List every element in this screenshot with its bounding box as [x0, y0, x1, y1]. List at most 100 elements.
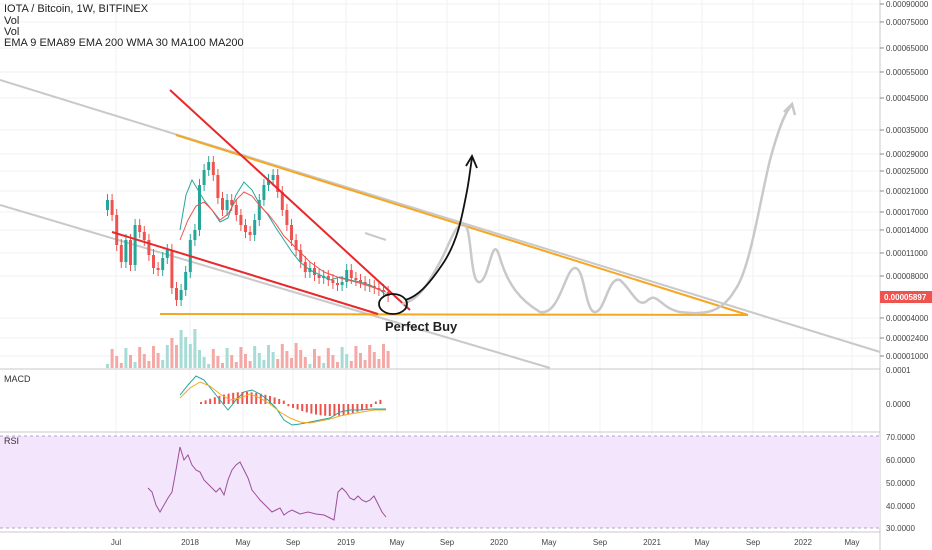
macd-axis: 0.0001 0.0000 — [886, 366, 911, 409]
candle-body — [147, 240, 151, 255]
macd-hist-bar — [310, 404, 313, 414]
volume-bar — [198, 350, 201, 368]
price-axis-label: 0.00035000 — [886, 126, 929, 135]
volume-bar — [142, 354, 146, 368]
volume-bar — [386, 351, 390, 368]
candle-body — [198, 185, 201, 230]
candle-body — [336, 283, 339, 285]
macd-hist-bar — [264, 394, 267, 404]
volume-bar — [152, 346, 155, 368]
volume-bar — [119, 363, 123, 368]
candle-body — [124, 240, 128, 262]
price-axis-label: 0.00055000 — [886, 68, 929, 77]
time-axis[interactable]: Jul 2018 May Sep 2019 May Sep 2020 May Sep 2021 May… — [111, 538, 860, 547]
candle-body — [276, 175, 280, 192]
volume-bar — [133, 362, 137, 368]
volume-bar — [267, 345, 270, 368]
rsi-line — [147, 446, 387, 521]
volume-bar — [276, 359, 280, 368]
buy-zone-circle[interactable] — [378, 293, 408, 315]
ema-fast-line — [179, 178, 387, 296]
volume-bar — [184, 337, 188, 368]
macd-hist-bar — [246, 392, 248, 404]
macd-hist-bar — [338, 404, 340, 416]
price-axis-label: 0.00029000 — [886, 150, 929, 159]
orange-support-line[interactable] — [159, 313, 749, 316]
candle-body — [221, 198, 224, 210]
macd-hist-bar — [379, 399, 382, 404]
volume-bar — [317, 356, 321, 368]
candle-body — [331, 280, 335, 283]
symbol-title[interactable]: IOTA / Bitcoin, 1W, BITFINEX — [4, 3, 149, 15]
gray-trendline-upper[interactable] — [0, 79, 881, 353]
macd-hist-bar — [204, 400, 207, 404]
price-candles — [106, 156, 390, 306]
time-axis-label: Sep — [286, 538, 301, 547]
volume-bar — [253, 346, 257, 368]
volume-bar — [313, 349, 316, 368]
candle-body — [294, 240, 298, 250]
macd-hist-bar — [200, 402, 202, 404]
red-wedge-upper[interactable] — [169, 89, 411, 311]
vol-legend-2: Vol — [4, 26, 19, 38]
volume-bar — [161, 360, 165, 368]
volume-bar — [299, 350, 303, 368]
rsi-axis-label: 30.0000 — [886, 524, 915, 533]
macd-hist-bar — [278, 398, 281, 404]
candle-body — [156, 268, 160, 270]
volume-bar — [216, 356, 220, 368]
rsi-axis-label: 40.0000 — [886, 502, 915, 511]
time-axis-label: 2021 — [643, 538, 661, 547]
candle-body — [248, 232, 252, 235]
macd-hist-bar — [273, 397, 276, 404]
time-axis-label: 2018 — [181, 538, 199, 547]
volume-bar — [239, 347, 243, 368]
macd-signal-line — [179, 381, 386, 424]
time-axis-label: Sep — [593, 538, 608, 547]
macd-title: MACD — [4, 374, 31, 384]
volume-bar — [175, 345, 178, 368]
macd-hist-bar — [223, 394, 225, 404]
vol-legend-1: Vol — [4, 15, 19, 27]
macd-hist-bar — [287, 404, 290, 407]
candle-body — [207, 162, 211, 170]
macd-hist-bar — [374, 401, 377, 404]
macd-hist-bar — [347, 404, 350, 415]
candle-body — [211, 162, 215, 175]
volume-bar — [165, 345, 169, 368]
candle-body — [280, 192, 284, 210]
candle-body — [115, 215, 119, 245]
macd-hist-bar — [342, 404, 345, 415]
candle-body — [313, 268, 316, 275]
volume-bar — [340, 347, 344, 368]
price-axis-label: 0.00014000 — [886, 226, 929, 235]
price-axis[interactable]: 0.00090000 0.00075000 0.00065000 0.00055000… — [880, 0, 929, 361]
price-axis-label: 0.00004000 — [886, 314, 929, 323]
red-wedge-lower[interactable] — [111, 231, 379, 315]
volume-bar — [138, 347, 142, 368]
macd-hist-bar — [213, 397, 216, 404]
macd-histogram — [200, 392, 382, 416]
candle-body — [326, 276, 330, 280]
price-axis-label: 0.00045000 — [886, 94, 929, 103]
candle-body — [299, 250, 303, 262]
current-price-badge — [880, 291, 932, 303]
gray-dash — [364, 232, 387, 241]
gray-trendline-lower[interactable] — [0, 204, 551, 369]
volume-bar — [377, 359, 381, 368]
macd-hist-bar — [282, 400, 285, 404]
ema-slow-line — [179, 191, 387, 293]
volume-bar — [262, 360, 266, 368]
volume-bar — [115, 356, 119, 368]
volume-bar — [170, 338, 174, 368]
volume-bar — [345, 354, 349, 368]
breakout-arrow[interactable] — [404, 157, 473, 301]
volume-bar — [349, 361, 353, 368]
candle-body — [267, 180, 270, 185]
volume-bar — [271, 352, 275, 368]
candle-body — [179, 290, 183, 300]
macd-hist-bar — [324, 404, 327, 416]
macd-hist-bar — [250, 392, 253, 404]
macd-hist-bar — [209, 398, 212, 404]
